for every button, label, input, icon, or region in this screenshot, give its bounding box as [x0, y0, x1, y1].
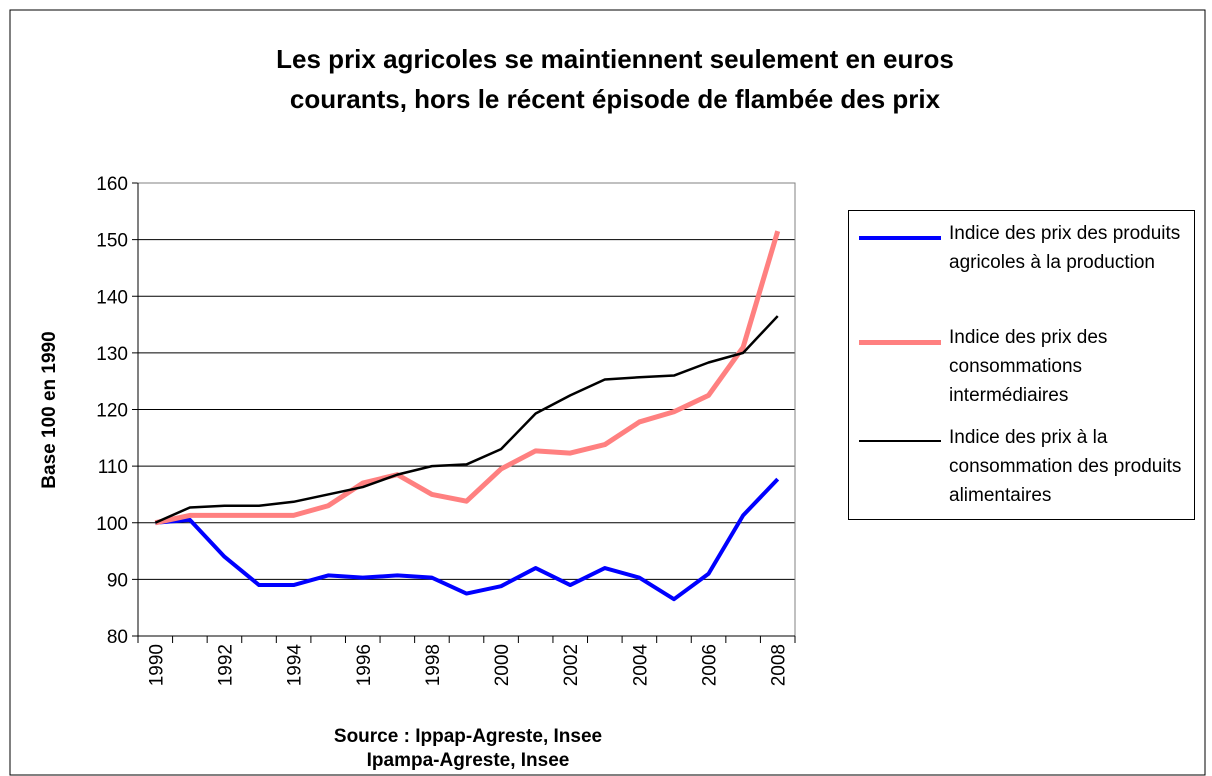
- series-line: [154, 315, 779, 524]
- legend-label: Indice des prix des produits agricoles à…: [949, 223, 1181, 273]
- source-note: Ipampa-Agreste, Insee: [367, 750, 570, 771]
- x-tick-label: 1998: [423, 644, 444, 686]
- legend: Indice des prix des produits agricoles à…: [848, 210, 1195, 520]
- x-tick-label: 2002: [561, 644, 582, 686]
- y-axis-label: Base 100 en 1990: [39, 331, 60, 488]
- x-tick-label: 2004: [630, 644, 651, 687]
- y-tick-label: 100: [96, 514, 128, 535]
- y-tick-label: 120: [96, 401, 128, 422]
- legend-swatch: [859, 440, 941, 442]
- legend-label: Indice des prix à la consommation des pr…: [949, 427, 1182, 506]
- y-tick-label: 90: [107, 570, 128, 591]
- x-tick-label: 1990: [146, 644, 167, 686]
- x-tick-label: 1996: [354, 644, 375, 686]
- x-tick-label: 2000: [492, 644, 513, 686]
- source-note: Source : Ippap-Agreste, Insee: [334, 726, 602, 747]
- x-tick-label: 1994: [285, 644, 306, 687]
- series-line: [155, 477, 780, 602]
- y-tick-label: 150: [96, 231, 128, 252]
- y-tick-label: 80: [107, 627, 128, 648]
- x-tick-label: 1992: [215, 644, 236, 686]
- chart-title: courants, hors le récent épisode de flam…: [290, 84, 941, 114]
- series-line: [154, 230, 781, 526]
- x-tick-label: 2006: [700, 644, 721, 686]
- y-tick-label: 140: [96, 287, 128, 308]
- y-tick-label: 110: [98, 457, 128, 478]
- chart-title: Les prix agricoles se maintiennent seule…: [276, 44, 954, 74]
- legend-swatch: [859, 236, 941, 240]
- legend-swatch: [859, 340, 941, 345]
- x-tick-label: 2008: [769, 644, 790, 686]
- y-tick-label: 160: [96, 174, 128, 195]
- legend-label: Indice des prix des consommations interm…: [949, 327, 1108, 406]
- y-tick-label: 130: [96, 344, 128, 365]
